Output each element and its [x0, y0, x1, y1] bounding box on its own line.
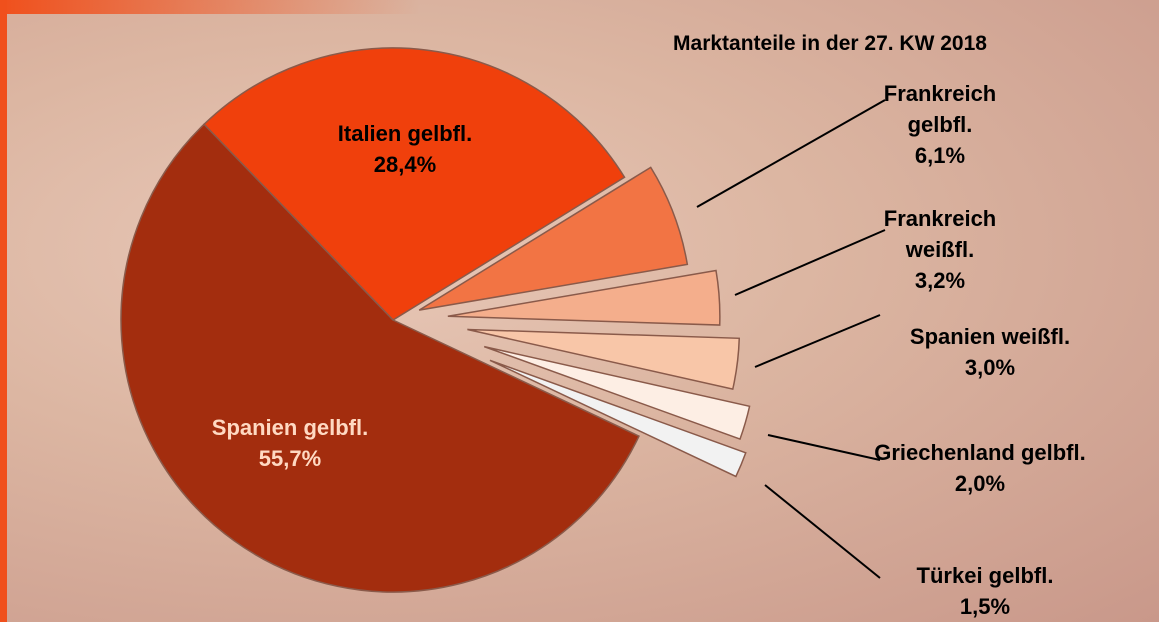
category-label: Griechenland gelbfl. [870, 437, 1090, 468]
chart: Marktanteile in der 27. KW 2018 Italien … [0, 0, 1159, 622]
slice-label: Spanien weißfl.3,0% [860, 321, 1120, 383]
slice-label: Türkei gelbfl.1,5% [870, 560, 1100, 622]
category-label: Frankreich gelbfl. [870, 78, 1010, 140]
slice-label: Frankreich gelbfl.6,1% [870, 78, 1010, 171]
slice-label: Spanien gelbfl.55,7% [180, 412, 400, 474]
value-label: 28,4% [305, 149, 505, 180]
slice-label: Frankreich weißfl.3,2% [870, 203, 1010, 296]
chart-title: Marktanteile in der 27. KW 2018 [673, 32, 987, 56]
category-label: Italien gelbfl. [305, 118, 505, 149]
value-label: 6,1% [870, 140, 1010, 171]
leader-line [697, 100, 885, 207]
value-label: 55,7% [180, 443, 400, 474]
value-label: 3,0% [860, 352, 1120, 383]
value-label: 2,0% [870, 468, 1090, 499]
leader-line [765, 485, 880, 578]
value-label: 3,2% [870, 265, 1010, 296]
leader-line [768, 435, 880, 460]
leader-line [735, 230, 885, 295]
slice-label: Italien gelbfl.28,4% [305, 118, 505, 180]
category-label: Spanien weißfl. [860, 321, 1120, 352]
category-label: Frankreich weißfl. [870, 203, 1010, 265]
category-label: Spanien gelbfl. [180, 412, 400, 443]
slice-label: Griechenland gelbfl.2,0% [870, 437, 1090, 499]
value-label: 1,5% [870, 591, 1100, 622]
category-label: Türkei gelbfl. [870, 560, 1100, 591]
